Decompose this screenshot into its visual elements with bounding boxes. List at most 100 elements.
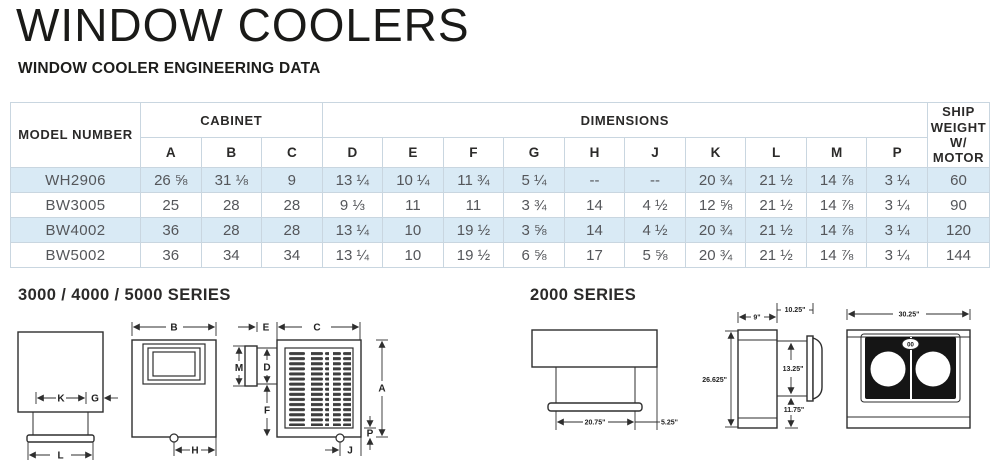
dim-label-h: H xyxy=(191,446,198,457)
dim-label-c: C xyxy=(313,323,320,334)
table-cell: 28 xyxy=(261,192,323,218)
table-cell: 21 ½ xyxy=(745,167,807,193)
table-cell: 11 xyxy=(382,192,444,218)
dim-label-13-25: 13.25" xyxy=(783,366,804,373)
dim-label-20-75: 20.75" xyxy=(585,420,606,427)
table-cell: 25 xyxy=(140,192,202,218)
table-cell: 17 xyxy=(563,242,626,268)
table-cell: -- xyxy=(624,167,686,193)
table-cell: 90 xyxy=(927,192,990,218)
table-cell: 28 xyxy=(200,192,263,218)
table-cell: 144 xyxy=(927,242,990,268)
fan-opening-right xyxy=(915,351,951,387)
dim-label-k: K xyxy=(57,394,65,405)
table-cell: 14 ⅞ xyxy=(805,192,868,218)
table-cell: 9 xyxy=(261,167,323,193)
dim-label-d: D xyxy=(263,363,270,374)
table-cell: 34 xyxy=(261,242,323,268)
row-model: WH2906 xyxy=(10,167,141,193)
row-model: BW5002 xyxy=(10,242,141,268)
column-header-model: MODEL NUMBER xyxy=(10,102,141,168)
diagram-3000-plan-view: K G L xyxy=(17,331,118,462)
table-cell: 9 ⅓ xyxy=(321,192,384,218)
table-cell: 4 ½ xyxy=(624,192,686,218)
column-group-cabinet: CABINET xyxy=(140,102,323,138)
dim-label-f: F xyxy=(264,406,270,417)
diagram-3000-side-view: E C M D F A P J xyxy=(233,322,388,457)
dim-label-11-75: 11.75" xyxy=(784,407,804,414)
column-header-m: M xyxy=(805,137,868,168)
table-cell: 13 ¼ xyxy=(321,167,384,193)
table-cell: 20 ¾ xyxy=(684,167,747,193)
dim-label-30-25: 30.25" xyxy=(899,312,920,319)
column-header-d: D xyxy=(321,137,384,168)
table-cell: 10 xyxy=(382,242,444,268)
table-cell: 19 ½ xyxy=(442,217,505,243)
table-cell: 14 xyxy=(563,192,626,218)
table-cell: 5 ⅝ xyxy=(624,242,686,268)
table-cell: 10 xyxy=(382,217,444,243)
dim-label-26-625: 26.625" xyxy=(702,377,727,384)
table-cell: 13 ¼ xyxy=(321,217,384,243)
column-header-f: F xyxy=(442,137,505,168)
diagram-3000-front-view: B H xyxy=(131,322,217,457)
table-cell: 28 xyxy=(261,217,323,243)
column-header-ship-weight: SHIP WEIGHT W/ MOTOR xyxy=(927,102,990,168)
table-cell: 3 ⅝ xyxy=(503,217,565,243)
table-cell: 13 ¼ xyxy=(321,242,384,268)
engineering-drawings: K G L B H E C xyxy=(17,303,971,462)
dim-label-l: L xyxy=(57,451,63,462)
dim-label-b: B xyxy=(170,323,177,334)
table-cell: 12 ⅝ xyxy=(684,192,747,218)
column-group-dimensions: DIMENSIONS xyxy=(321,102,929,138)
table-row-bw5002: BW5002 36 34 34 13 ¼ 10 19 ½ 6 ⅝ 17 5 ⅝ … xyxy=(10,242,990,268)
dim-label-5-25: 5.25" xyxy=(661,420,678,427)
dim-label-10-25: 10.25" xyxy=(785,307,806,314)
dim-label-j: J xyxy=(347,446,353,457)
dim-label-e: E xyxy=(263,323,270,334)
table-cell: 5 ¼ xyxy=(503,167,565,193)
table-cell: 4 ½ xyxy=(624,217,686,243)
column-header-p: P xyxy=(866,137,928,168)
table-cell: 20 ¾ xyxy=(684,217,747,243)
diagram-2000-plan-view: 20.75" 5.25" xyxy=(531,329,678,430)
table-cell: -- xyxy=(563,167,626,193)
table-cell: 11 xyxy=(442,192,505,218)
column-header-k: K xyxy=(684,137,747,168)
column-header-l: L xyxy=(745,137,807,168)
column-header-h: H xyxy=(563,137,626,168)
table-cell: 6 ⅝ xyxy=(503,242,565,268)
table-cell: 11 ¾ xyxy=(442,167,505,193)
table-cell: 3 ¼ xyxy=(866,242,928,268)
table-cell: 120 xyxy=(927,217,990,243)
dim-label-a: A xyxy=(378,384,385,395)
table-cell: 10 ¼ xyxy=(382,167,444,193)
table-cell: 20 ¾ xyxy=(684,242,747,268)
engineering-data-table: MODEL NUMBER CABINET DIMENSIONS SHIP WEI… xyxy=(10,102,990,268)
row-model: BW4002 xyxy=(10,217,141,243)
dim-label-9: 9" xyxy=(753,315,760,322)
table-cell: 14 ⅞ xyxy=(805,167,868,193)
table-cell: 21 ½ xyxy=(745,217,807,243)
diagram-2000-side-view: 9" 10.25" 26.625" 13.25" 11.75" xyxy=(702,303,823,429)
table-cell: 31 ⅛ xyxy=(200,167,263,193)
table-cell: 60 xyxy=(927,167,990,193)
table-cell: 26 ⅝ xyxy=(140,167,202,193)
table-cell: 34 xyxy=(200,242,263,268)
dim-label-m: M xyxy=(235,363,243,374)
table-cell: 3 ¼ xyxy=(866,192,928,218)
brand-badge xyxy=(901,338,920,350)
row-model: BW3005 xyxy=(10,192,141,218)
column-header-j: J xyxy=(624,137,686,168)
table-cell: 14 ⅞ xyxy=(805,217,868,243)
page-title: WINDOW COOLERS xyxy=(16,0,470,51)
dim-label-g: G xyxy=(91,394,99,405)
table-cell: 19 ½ xyxy=(442,242,505,268)
diagram-2000-front-view: 30.25" 00 xyxy=(846,309,971,429)
table-cell: 21 ½ xyxy=(745,242,807,268)
column-header-c: C xyxy=(261,137,323,168)
table-row-wh2906: WH2906 26 ⅝ 31 ⅛ 9 13 ¼ 10 ¼ 11 ¾ 5 ¼ --… xyxy=(10,167,990,193)
page-subtitle: WINDOW COOLER ENGINEERING DATA xyxy=(18,60,321,77)
table-cell: 36 xyxy=(140,217,202,243)
table-cell: 3 ¾ xyxy=(503,192,565,218)
